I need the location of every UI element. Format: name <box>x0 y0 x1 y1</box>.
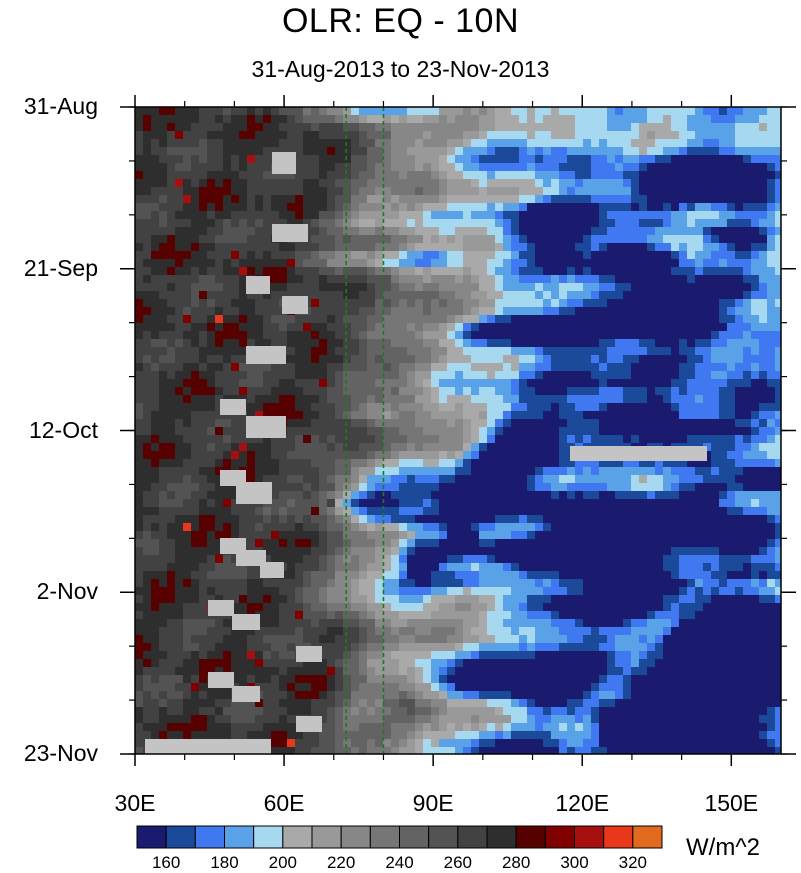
x-tick-label: 90E <box>393 790 473 817</box>
colorbar-tick-label: 260 <box>438 853 478 873</box>
y-tick-label: 23-Nov <box>0 740 98 767</box>
colorbar-tick-label: 320 <box>613 853 653 873</box>
colorbar-swatch <box>429 826 458 848</box>
olr-field <box>135 107 783 755</box>
colorbar-swatch <box>633 826 662 848</box>
colorbar-units: W/m^2 <box>686 834 760 862</box>
y-tick-label: 2-Nov <box>0 578 98 605</box>
x-tick-label: 120E <box>542 790 622 817</box>
colorbar-swatch <box>516 826 545 848</box>
colorbar-tick-label: 220 <box>321 853 361 873</box>
colorbar-swatch <box>312 826 341 848</box>
y-tick-label: 21-Sep <box>0 255 98 282</box>
colorbar-swatch <box>487 826 516 848</box>
x-tick-label: 150E <box>691 790 771 817</box>
colorbar-swatch <box>225 826 254 848</box>
colorbar-tick-label: 280 <box>496 853 536 873</box>
colorbar-swatch <box>458 826 487 848</box>
colorbar-swatch <box>195 826 224 848</box>
colorbar-swatch <box>137 826 166 848</box>
colorbar-swatch <box>166 826 195 848</box>
colorbar-swatch <box>370 826 399 848</box>
colorbar-swatch <box>341 826 370 848</box>
x-tick-label: 30E <box>95 790 175 817</box>
colorbar-swatch <box>283 826 312 848</box>
colorbar <box>137 826 662 848</box>
colorbar-swatch <box>545 826 574 848</box>
colorbar-tick-label: 200 <box>263 853 303 873</box>
colorbar-tick-label: 240 <box>380 853 420 873</box>
colorbar-swatch <box>400 826 429 848</box>
colorbar-swatch <box>254 826 283 848</box>
colorbar-tick-label: 160 <box>146 853 186 873</box>
colorbar-swatch <box>575 826 604 848</box>
colorbar-swatch <box>604 826 633 848</box>
y-tick-label: 12-Oct <box>0 417 98 444</box>
colorbar-tick-label: 300 <box>555 853 595 873</box>
y-tick-label: 31-Aug <box>0 93 98 120</box>
colorbar-tick-label: 180 <box>205 853 245 873</box>
x-tick-label: 60E <box>244 790 324 817</box>
